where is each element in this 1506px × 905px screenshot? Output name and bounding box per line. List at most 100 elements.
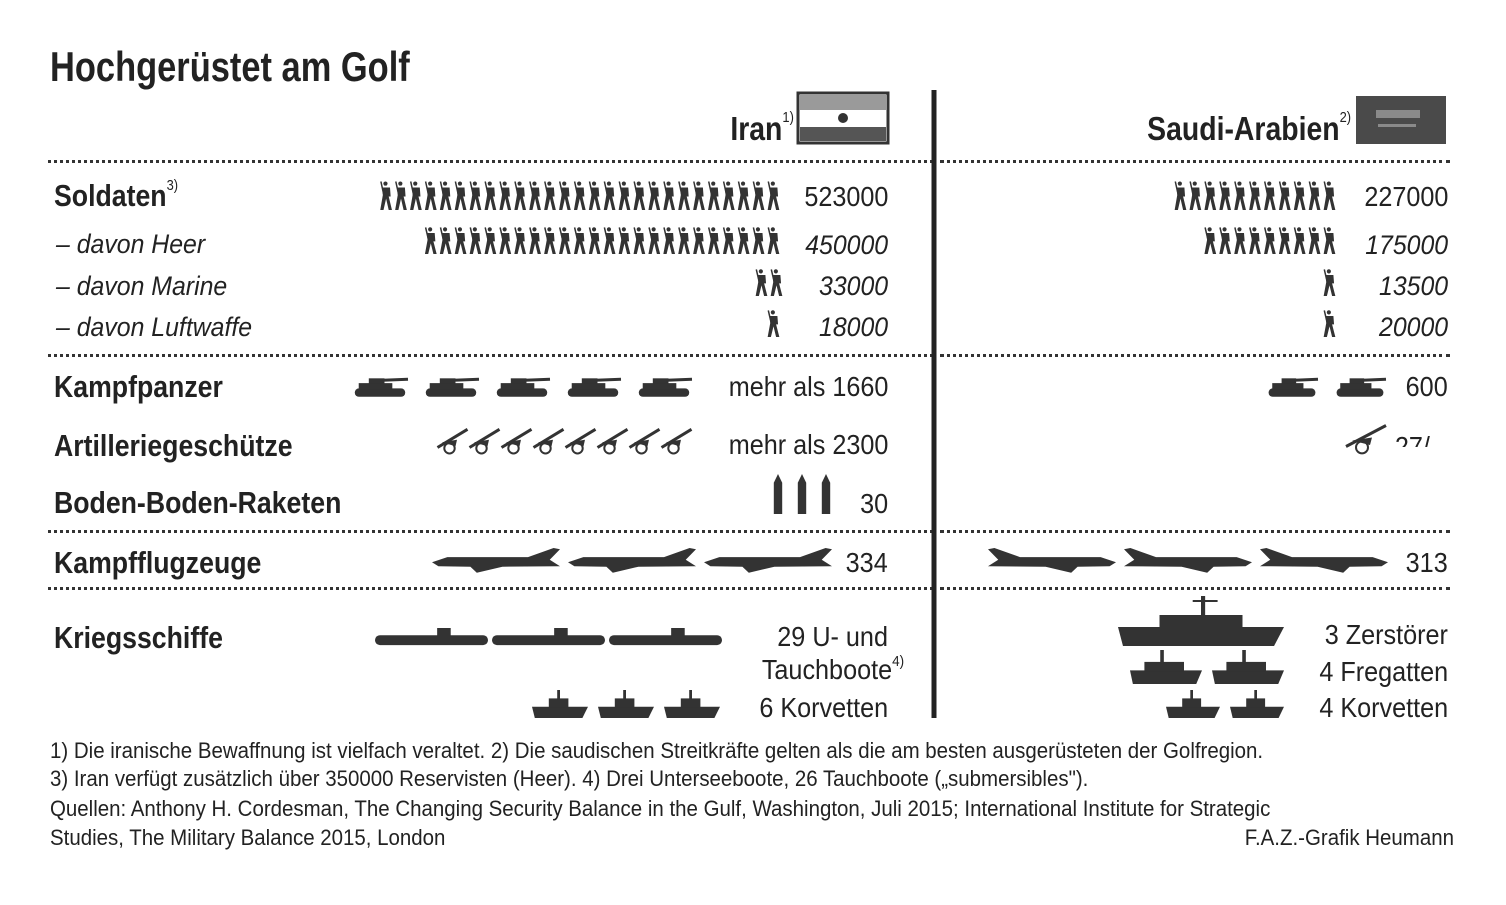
category-label-soldaten: Soldaten3) bbox=[54, 178, 178, 213]
iran-soldier-icon-2 bbox=[752, 181, 765, 210]
data-label-text: Tauchboote bbox=[761, 654, 892, 685]
iran-soldier-icon-21 bbox=[469, 181, 482, 210]
saudi-soldier-icon-7 bbox=[1234, 181, 1246, 210]
saudi-heer-soldier-icon-3 bbox=[1293, 227, 1306, 254]
iran-heer-soldier-icon-11 bbox=[618, 227, 631, 254]
iran-luftwaffe-soldier-icon-1 bbox=[767, 310, 780, 337]
iran-soldier-icon-14 bbox=[573, 181, 586, 210]
data-label-iran-marine: 33000 bbox=[818, 271, 888, 301]
category-label-flugzeuge: Kampfflugzeuge bbox=[54, 545, 262, 580]
country-note-saudi: 2) bbox=[1339, 109, 1351, 126]
iran-artillery-icon-7 bbox=[468, 428, 501, 455]
iran-tank-icon-1 bbox=[638, 377, 693, 397]
saudi-marine-soldier-icon-1 bbox=[1323, 269, 1336, 296]
country-note-iran: 1) bbox=[782, 109, 794, 126]
iran-submarine-icon-1 bbox=[609, 628, 722, 646]
iran-heer-soldier-icon-20 bbox=[484, 227, 497, 254]
iran-heer-soldier-icon-18 bbox=[514, 227, 527, 254]
iran-artillery-icon-3 bbox=[596, 428, 629, 455]
iran-tank-icon-5 bbox=[354, 377, 409, 397]
iran-heer-soldier-icon-24 bbox=[424, 227, 437, 254]
iran-submarine-icon-2 bbox=[492, 628, 605, 646]
iran-heer-soldier-icon-1 bbox=[767, 227, 780, 254]
iran-corvette-icon-1 bbox=[664, 690, 720, 718]
iran-artillery-icon-1 bbox=[660, 428, 693, 455]
data-label-iran-raketen: 30 bbox=[859, 488, 888, 519]
chart-title: Hochgerüstet am Golf bbox=[50, 43, 410, 90]
data-label-saudi-fregatten: 4 Fregatten bbox=[1319, 656, 1448, 687]
saudi-heer-soldier-icon-8 bbox=[1219, 227, 1232, 254]
data-label-note: 4) bbox=[891, 653, 904, 670]
saudi-frigate-icon-1 bbox=[1212, 650, 1284, 684]
saudi-flag bbox=[1356, 96, 1446, 144]
iran-corvette-icon-2 bbox=[598, 690, 654, 718]
country-name-iran: Iran bbox=[730, 110, 783, 147]
saudi-destroyer-icon-1 bbox=[1118, 596, 1284, 646]
source-line-2: Studies, The Military Balance 2015, Lond… bbox=[50, 825, 446, 850]
saudi-heer-soldier-icon-9 bbox=[1204, 227, 1217, 254]
iran-artillery-icon-5 bbox=[532, 428, 565, 455]
iran-heer-soldier-icon-6 bbox=[693, 227, 705, 254]
separator-line bbox=[48, 160, 933, 163]
saudi-artillery-icon-1 bbox=[1345, 424, 1387, 455]
separator-line bbox=[940, 160, 1450, 163]
iran-heer-soldier-icon-19 bbox=[499, 227, 512, 254]
iran-heer-soldier-icon-17 bbox=[529, 227, 541, 254]
iran-artillery-icon-6 bbox=[500, 428, 533, 455]
saudi-heer-soldier-icon-7 bbox=[1234, 227, 1246, 254]
iran-fighter-jet-icon-3 bbox=[432, 548, 560, 573]
data-label-iran-korvetten: 6 Korvetten bbox=[759, 692, 888, 723]
iran-corvette-icon-3 bbox=[532, 690, 588, 718]
iran-soldier-icon-10 bbox=[633, 181, 646, 210]
iran-heer-soldier-icon-13 bbox=[588, 227, 601, 254]
separator-line bbox=[940, 354, 1450, 357]
saudi-soldier-icon-2 bbox=[1308, 181, 1321, 210]
data-label-iran-kampfpanzer: mehr als 1660 bbox=[728, 371, 888, 402]
iran-artillery-icon-8 bbox=[436, 428, 469, 455]
category-text: Soldaten bbox=[54, 178, 167, 213]
data-label-iran-luftwaffe: 18000 bbox=[818, 312, 888, 342]
data-label-iran-soldaten: 523000 bbox=[803, 181, 888, 212]
saudi-soldier-icon-1 bbox=[1323, 181, 1336, 210]
iran-heer-soldier-icon-14 bbox=[573, 227, 586, 254]
saudi-corvette-icon-1 bbox=[1230, 690, 1284, 718]
saudi-soldier-icon-10 bbox=[1189, 181, 1202, 210]
data-label-saudi-kampfpanzer: 600 bbox=[1405, 371, 1448, 402]
saudi-heer-soldier-icon-2 bbox=[1308, 227, 1321, 254]
saudi-heer-soldier-icon-6 bbox=[1249, 227, 1261, 254]
saudi-soldier-icon-8 bbox=[1219, 181, 1232, 210]
iran-heer-soldier-icon-23 bbox=[439, 227, 452, 254]
saudi-heer-soldier-icon-1 bbox=[1323, 227, 1336, 254]
iran-soldier-icon-12 bbox=[603, 181, 616, 210]
iran-heer-soldier-icon-2 bbox=[752, 227, 765, 254]
data-label-iran-uboote-2: Tauchboote4) bbox=[761, 653, 904, 685]
iran-heer-soldier-icon-8 bbox=[663, 227, 676, 254]
iran-soldier-icon-8 bbox=[663, 181, 676, 210]
saudi-corvette-icon-2 bbox=[1166, 690, 1220, 718]
category-label-heer: – davon Heer bbox=[56, 229, 206, 259]
saudi-fighter-jet-icon-2 bbox=[1124, 548, 1252, 573]
iran-soldier-icon-13 bbox=[588, 181, 601, 210]
iran-marine-soldier-icon-1 bbox=[770, 269, 783, 296]
iran-soldier-icon-11 bbox=[618, 181, 631, 210]
country-name-saudi: Saudi-Arabien bbox=[1147, 110, 1340, 147]
iran-soldier-icon-5 bbox=[707, 181, 720, 210]
iran-submarine-icon-3 bbox=[375, 628, 488, 646]
iran-heer-soldier-icon-7 bbox=[678, 227, 690, 254]
iran-tank-icon-4 bbox=[425, 377, 480, 397]
footnote-line-1: 1) Die iranische Bewaffnung ist vielfach… bbox=[50, 738, 1264, 763]
saudi-fighter-jet-icon-3 bbox=[988, 548, 1116, 573]
data-label-saudi-flugzeuge: 313 bbox=[1405, 547, 1448, 578]
saudi-tank-icon-2 bbox=[1268, 377, 1319, 397]
footnote-line-2: 3) Iran verfügt zusätzlich über 350000 R… bbox=[50, 766, 1089, 791]
saudi-heer-soldier-icon-5 bbox=[1263, 227, 1276, 254]
iran-heer-soldier-icon-4 bbox=[722, 227, 735, 254]
graphic-credit: F.A.Z.-Grafik Heumann bbox=[1244, 825, 1454, 850]
saudi-heer-soldier-icon-4 bbox=[1278, 227, 1291, 254]
data-label-saudi-korvetten: 4 Korvetten bbox=[1319, 692, 1448, 723]
iran-soldier-icon-4 bbox=[722, 181, 735, 210]
separator-line bbox=[940, 587, 1450, 590]
iran-fighter-jet-icon-2 bbox=[568, 548, 696, 573]
iran-soldier-icon-25 bbox=[409, 181, 422, 210]
